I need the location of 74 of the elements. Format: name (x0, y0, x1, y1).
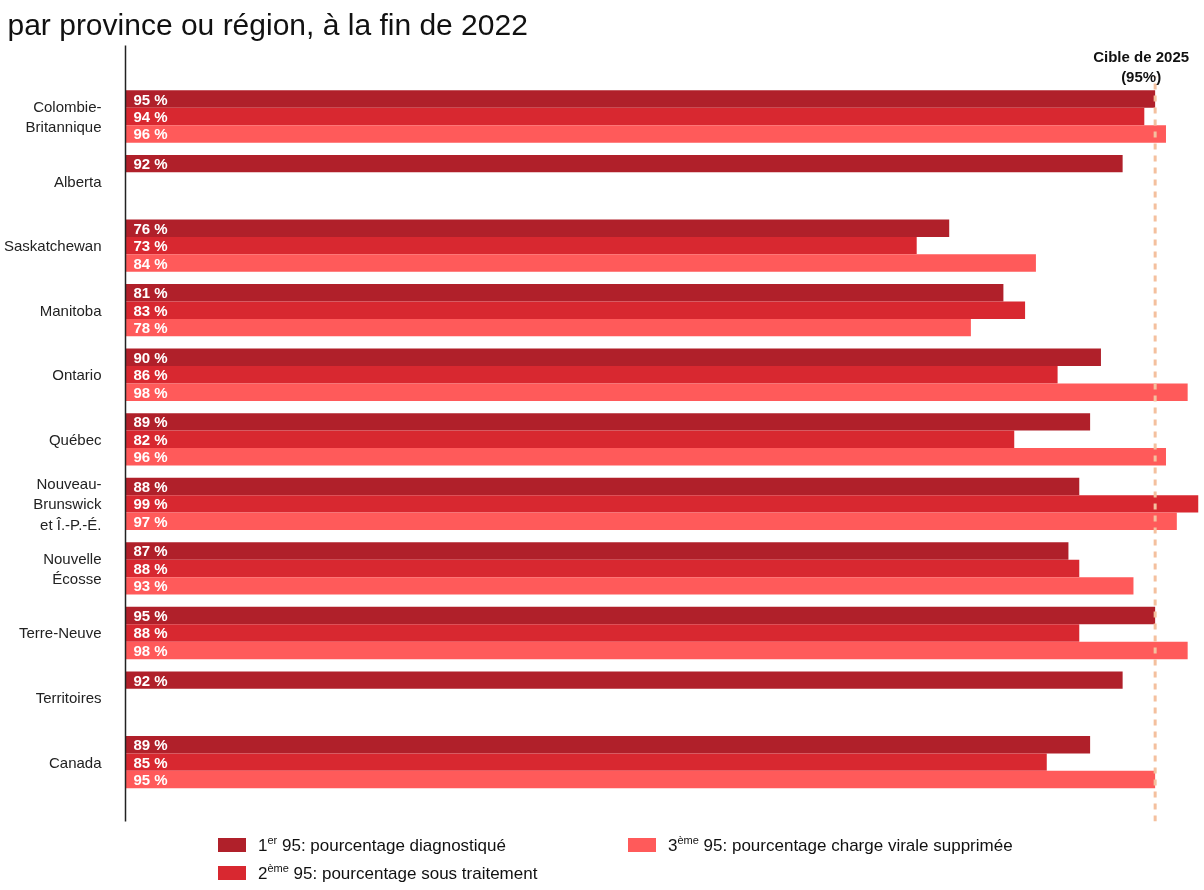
bar (125, 90, 1156, 108)
bar (125, 559, 1080, 578)
data-label: 95 % (133, 90, 168, 108)
data-label: 83 % (133, 301, 168, 319)
y-tick-label: Nouveau- Brunswick et Î.-P.-É. (33, 474, 102, 533)
data-label: 98 % (133, 383, 168, 401)
data-label: 89 % (133, 413, 168, 431)
bar (125, 366, 1058, 384)
bar (125, 753, 1047, 771)
data-label: 97 % (133, 512, 168, 530)
y-tick-label: Alberta (53, 172, 103, 190)
bar (125, 606, 1156, 625)
data-label: 88 % (133, 477, 168, 495)
chart-title: par province ou région, à la fin de 2022 (7, 7, 528, 41)
bar (125, 448, 1166, 466)
y-tick-label: Manitoba (39, 301, 103, 319)
data-label: 76 % (133, 219, 168, 237)
data-label: 90 % (133, 348, 168, 366)
bar (125, 770, 1156, 789)
data-label: 88 % (133, 559, 168, 577)
bar (125, 107, 1145, 126)
bar (125, 236, 917, 255)
bar (125, 383, 1188, 401)
bar (125, 318, 971, 337)
y-tick-label: Territoires (35, 689, 102, 707)
data-label: 95 % (133, 771, 168, 789)
data-label: 82 % (133, 430, 168, 448)
y-tick-label: Saskatchewan (3, 237, 102, 255)
y-tick-label: Canada (48, 753, 103, 771)
bar (125, 671, 1123, 689)
data-label: 88 % (133, 624, 168, 642)
bar (125, 577, 1134, 595)
bar (125, 284, 1004, 302)
data-label: 96 % (133, 448, 168, 466)
y-tick-label: Ontario (52, 366, 102, 384)
data-label: 81 % (133, 284, 168, 302)
bar (125, 624, 1080, 642)
bar (125, 154, 1123, 173)
data-label: 84 % (133, 254, 168, 272)
bar (125, 512, 1177, 531)
legend-label: 1$^{er}$ 95: pourcentage diagnostiqué (258, 832, 506, 857)
data-label: 96 % (133, 125, 168, 143)
bar (125, 641, 1188, 660)
data-label: 87 % (133, 542, 168, 560)
bar (125, 301, 1026, 319)
bar (125, 477, 1080, 496)
data-label: 78 % (133, 319, 168, 337)
bar (125, 254, 1036, 272)
data-label: 93 % (133, 577, 168, 595)
data-label: 94 % (133, 108, 168, 126)
data-label: 99 % (133, 495, 168, 513)
data-label: 86 % (133, 366, 168, 384)
bar (125, 735, 1091, 754)
y-tick-label: Terre-Neuve (18, 624, 102, 642)
legend-label: 3$^{ème}$ 95: pourcentage charge virale supprimée (668, 832, 1013, 857)
bar (125, 348, 1101, 367)
data-label: 92 % (133, 671, 168, 689)
data-label: 98 % (133, 641, 168, 659)
bar (125, 125, 1166, 143)
data-label: 89 % (133, 736, 168, 754)
y-tick-label: Nouvelle Écosse (43, 549, 102, 588)
y-tick-label: Colombie- Britannique (25, 97, 102, 136)
bar (125, 495, 1199, 513)
legend-label: 2$^{ème}$ 95: pourcentage sous traitement (258, 860, 538, 885)
data-label: 95 % (133, 607, 168, 625)
ref-line-label: Cible de 2025 (95%) (1093, 47, 1190, 85)
data-label: 92 % (133, 155, 168, 173)
y-tick-label: Québec (48, 430, 102, 448)
data-label: 85 % (133, 753, 168, 771)
bar (125, 542, 1069, 560)
bar (125, 430, 1015, 449)
data-label: 73 % (133, 237, 168, 255)
bar (125, 219, 950, 237)
bar (125, 413, 1091, 431)
